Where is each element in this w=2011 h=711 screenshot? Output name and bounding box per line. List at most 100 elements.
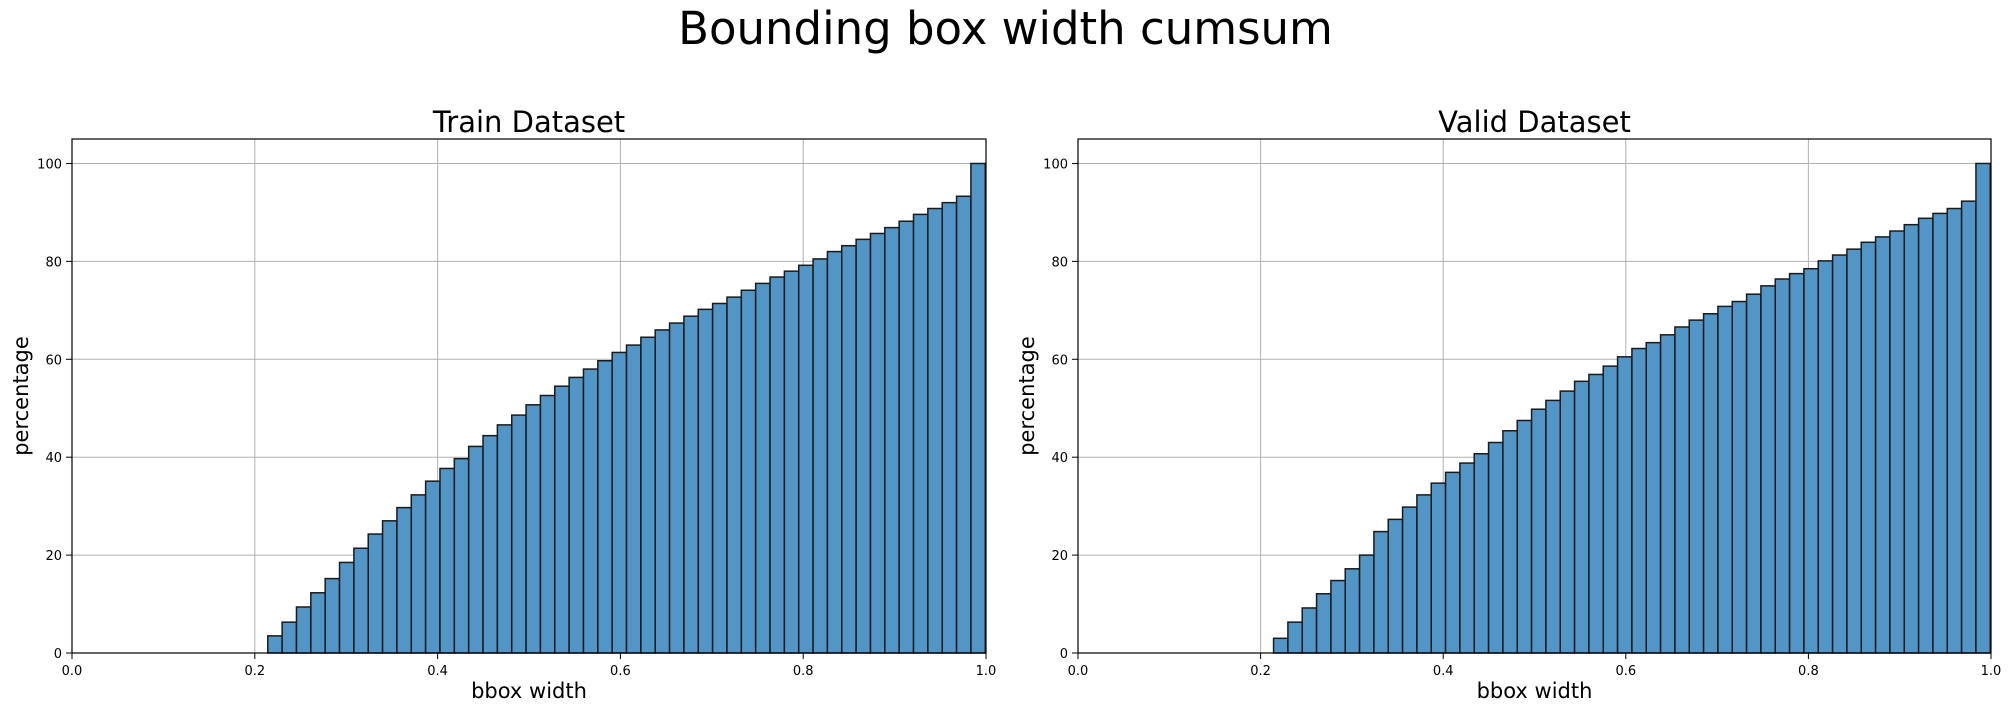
histogram-bar: [1559, 390, 1576, 654]
histogram-bar: [1803, 267, 1820, 654]
histogram-bar: [1416, 494, 1432, 654]
histogram-bar: [1430, 482, 1447, 654]
histogram-bar: [324, 577, 341, 654]
histogram-bar: [1903, 223, 1920, 654]
histogram-bar: [1545, 399, 1561, 654]
y-axis-label: percentage: [1015, 336, 1039, 456]
histogram-bar: [525, 404, 542, 654]
axes-title: Train Dataset: [432, 105, 625, 139]
histogram-bar: [539, 394, 556, 654]
histogram-bar: [884, 226, 900, 654]
histogram-bar: [1301, 607, 1318, 654]
histogram-bar: [812, 258, 829, 654]
histogram-bar: [1573, 380, 1590, 654]
histogram-bar: [1473, 453, 1490, 654]
histogram-bar: [510, 414, 527, 654]
histogram-bar: [568, 376, 585, 654]
histogram-bar: [1889, 230, 1906, 654]
x-tick-label: 1.0: [976, 664, 997, 679]
histogram-bar: [826, 250, 843, 654]
histogram-bar: [410, 494, 427, 654]
x-axis-label: bbox width: [471, 679, 587, 703]
histogram-bar: [927, 207, 943, 654]
histogram-bar: [1645, 341, 1662, 654]
y-tick-label: 100: [1043, 157, 1068, 172]
x-tick-label: 0.0: [62, 664, 83, 679]
histogram-bar: [1459, 462, 1475, 654]
histogram-bar: [769, 276, 786, 654]
histogram-bar: [711, 302, 728, 654]
histogram-bar: [1760, 285, 1777, 654]
histogram-bar: [1932, 212, 1949, 654]
histogram-bar: [1358, 554, 1375, 654]
histogram-bar: [1344, 568, 1361, 654]
histogram-bar: [898, 220, 915, 654]
histogram-bar: [367, 533, 384, 654]
train-histogram-chart: 0.0 0.2 0.4 0.6 0.8 1.0 0 20 40 60 80 100 Train Data…: [9, 105, 997, 703]
figure-title: Bounding box width cumsum: [678, 2, 1333, 55]
x-tick-label: 0.2: [1250, 664, 1271, 679]
x-tick-label: 0.4: [427, 664, 448, 679]
histogram-bar: [1602, 365, 1619, 654]
histogram-bar: [654, 329, 671, 654]
histogram-bar: [1401, 506, 1418, 654]
histogram-bar: [310, 592, 326, 654]
histogram-bar: [424, 480, 441, 654]
y-tick-label: 20: [45, 549, 62, 564]
axes-frame: [1077, 138, 1992, 654]
histogram-bar: [1287, 621, 1303, 654]
axes-frame: [71, 138, 987, 654]
histogram-bar: [1745, 293, 1762, 654]
x-tick-label: 1.0: [1981, 664, 2002, 679]
histogram-bar: [381, 520, 398, 654]
histogram-bar: [1860, 241, 1877, 654]
x-tick-label: 0.8: [793, 664, 814, 679]
histogram-bar: [1631, 347, 1648, 654]
histogram-bar: [783, 270, 800, 654]
y-tick-label: 0: [54, 647, 62, 662]
histogram-bar: [1330, 579, 1346, 654]
histogram-bar: [841, 244, 857, 654]
histogram-bar: [1717, 305, 1734, 654]
histogram-bar: [1874, 236, 1891, 654]
histogram-bar: [1917, 217, 1934, 654]
histogram-bar: [281, 621, 298, 654]
histogram-bar: [970, 162, 987, 654]
histogram-bar: [1588, 373, 1604, 654]
x-tick-label: 0.0: [1068, 664, 1089, 679]
histogram-bar: [955, 195, 972, 654]
y-tick-label: 40: [1051, 451, 1068, 466]
histogram-bar: [740, 289, 757, 654]
x-tick-label: 0.6: [610, 664, 631, 679]
histogram-bar: [338, 561, 355, 654]
histogram-bar: [1946, 207, 1963, 654]
histogram-bar: [1975, 162, 1992, 654]
histogram-bar: [1788, 272, 1805, 654]
histogram-bar: [482, 434, 499, 654]
y-tick-label: 40: [45, 451, 62, 466]
x-tick-label: 0.2: [244, 664, 265, 679]
histogram-bar: [1530, 408, 1547, 654]
histogram-bar: [697, 308, 714, 654]
histogram-bar: [1373, 530, 1389, 654]
histogram-bar: [1774, 278, 1791, 654]
histogram-bar: [396, 506, 413, 654]
histogram-bar: [1659, 334, 1676, 654]
x-tick-label: 0.8: [1798, 664, 1819, 679]
y-tick-label: 100: [37, 157, 62, 172]
histogram-bar: [1960, 200, 1977, 654]
histogram-bar: [1444, 471, 1461, 654]
histogram-bar: [625, 344, 642, 654]
histogram-bar: [554, 385, 570, 654]
histogram-bar: [267, 635, 283, 654]
histogram-bar: [582, 368, 599, 654]
histogram-bar: [1702, 313, 1719, 654]
histogram-bar: [1731, 300, 1748, 654]
y-tick-label: 60: [1051, 353, 1068, 368]
histogram-bar: [597, 360, 613, 654]
valid-histogram-chart: 0.0 0.2 0.4 0.6 0.8 1.0 0 20 40 60 80 100 Valid Data…: [1015, 105, 2002, 703]
histogram-bar: [1502, 430, 1518, 654]
histogram-bar: [683, 315, 700, 654]
histogram-bar: [1616, 356, 1633, 654]
histogram-bar: [912, 213, 929, 654]
